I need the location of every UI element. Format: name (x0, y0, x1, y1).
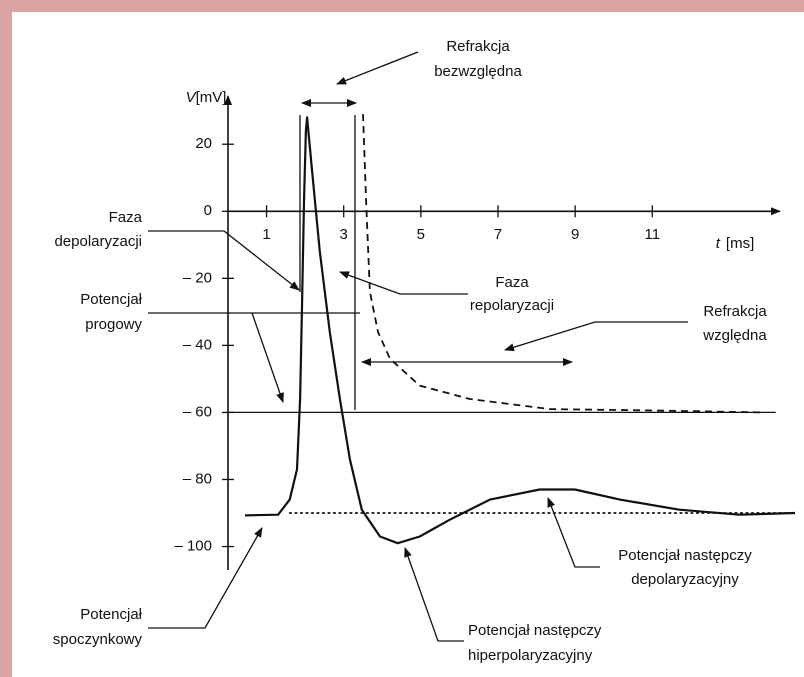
annotation: progowy (85, 316, 142, 333)
annotation: Refrakcja (703, 303, 767, 320)
annotation: względna (702, 327, 767, 344)
y-label-unit: [mV] (196, 89, 227, 106)
pointer (148, 230, 300, 291)
pointer (504, 321, 688, 352)
annotation: spoczynkowy (53, 631, 143, 648)
annotation: repolaryzacji (470, 297, 554, 314)
y-tick-label: 20 (195, 135, 212, 152)
pointer (251, 312, 284, 403)
annotation: Potencjał następczy (618, 547, 752, 564)
annotation: Potencjał (80, 606, 142, 623)
annotation: Faza (109, 209, 143, 226)
x-tick-label: 7 (494, 226, 502, 243)
annotation: Faza (495, 274, 529, 291)
annotation-arrows (148, 51, 688, 642)
x-tick-label: 11 (644, 226, 660, 243)
annotation: Refrakcja (446, 38, 510, 55)
y-tick-label: – 100 (174, 538, 212, 555)
annotation: Potencjał następczy (468, 622, 602, 639)
annotation: bezwzględna (434, 63, 522, 80)
x-tick-label: 5 (417, 226, 425, 243)
curve (362, 114, 761, 414)
x-tick-label: 3 (340, 226, 348, 243)
pointer (404, 547, 464, 642)
x-axis-label: t [ms] (716, 235, 755, 252)
curve (244, 116, 796, 545)
x-label-unit: [ms] (726, 235, 754, 252)
y-tick-label: 0 (204, 202, 212, 219)
pointer (339, 271, 468, 295)
pointer (547, 497, 600, 568)
frame (12, 12, 804, 677)
y-axis-label: V[mV] (186, 89, 227, 106)
annotation: depolaryzacyjny (631, 571, 739, 588)
pointer (148, 527, 263, 629)
pointer (336, 51, 419, 85)
x-label-var: t (716, 235, 721, 252)
y-tick-label: – 40 (183, 336, 212, 353)
y-tick-label: – 80 (183, 470, 212, 487)
y-tick-label: – 60 (183, 403, 212, 420)
y-tick-label: – 20 (183, 269, 212, 286)
x-tick-label: 1 (262, 226, 270, 243)
y-label-var: V (186, 89, 198, 106)
annotation: depolaryzacji (54, 233, 142, 250)
annotation: Potencjał (80, 291, 142, 308)
x-tick-label: 9 (571, 226, 579, 243)
annotations: Refrakcja bezwzględna Faza depolaryzacji… (53, 38, 768, 664)
annotation: hiperpolaryzacyjny (468, 647, 593, 664)
